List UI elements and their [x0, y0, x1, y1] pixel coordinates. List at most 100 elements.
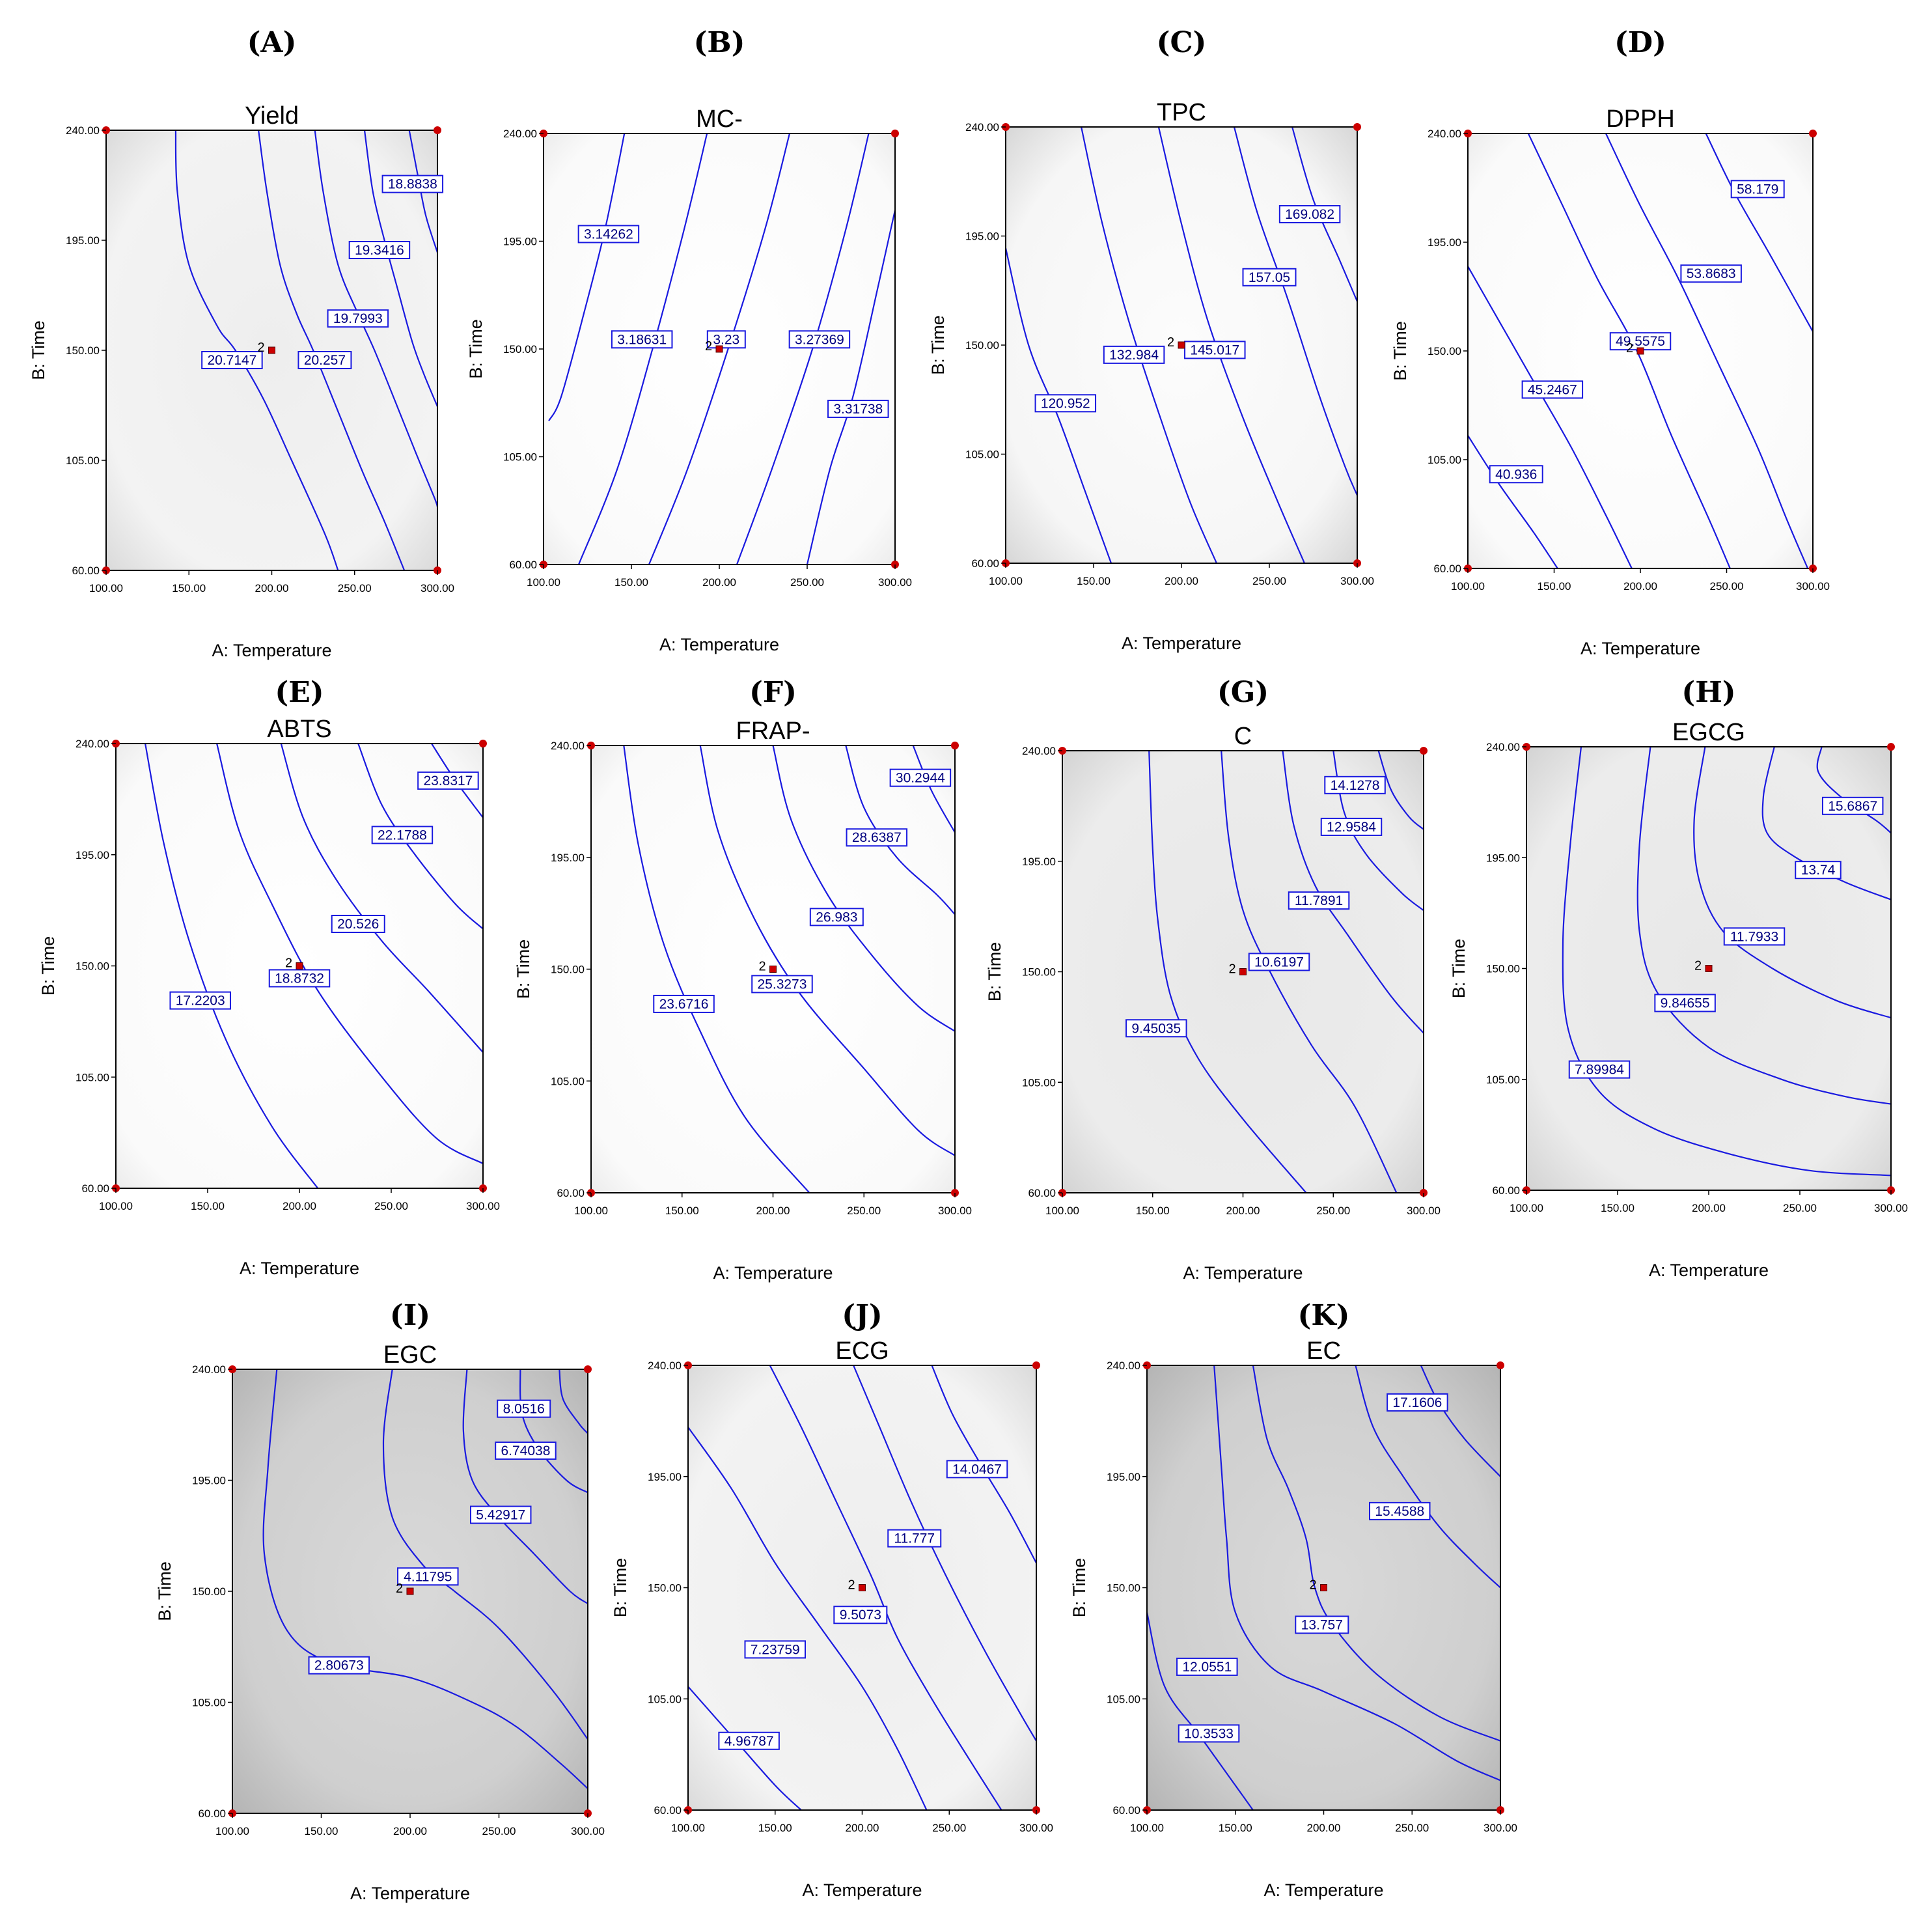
center-point-count: 2 [1167, 335, 1174, 350]
contour-label-box [268, 969, 331, 988]
y-tick-label: 195.00 [192, 1475, 226, 1487]
contour-label-text: 145.017 [1190, 342, 1239, 357]
x-tick-label: 300.00 [1796, 580, 1830, 593]
contour-label: 3.18631 [611, 330, 673, 349]
x-axis-label: A: Temperature [212, 641, 331, 660]
contour-label-box [887, 1529, 942, 1548]
y-tick-label: 150.00 [1428, 345, 1461, 357]
contour-label-text: 169.082 [1285, 207, 1334, 222]
y-tick-label: 240.00 [76, 738, 109, 750]
contour-line [1562, 747, 1891, 1177]
contour-line [280, 744, 483, 1053]
contour-line [363, 130, 437, 407]
x-tick-label: 100.00 [89, 582, 123, 594]
contour-label: 12.0551 [1176, 1657, 1238, 1676]
contour-label-box [809, 908, 864, 927]
contour-label-box [744, 1640, 806, 1659]
contour-label: 14.0467 [946, 1460, 1008, 1479]
x-tick-label: 200.00 [846, 1822, 879, 1834]
panel-letter: (F) [749, 676, 797, 709]
center-point-count: 2 [285, 956, 292, 971]
contour-label-box [201, 351, 263, 370]
x-tick-label: 150.00 [1219, 1822, 1252, 1834]
panel-mc: (B) MC- 3.14262 3.18631 3.23 3.27369 3.31738 2 1… [466, 26, 912, 654]
y-axis-label: B: Time [514, 940, 533, 999]
x-tick-label: 300.00 [421, 582, 454, 594]
contour-label: 7.89984 [1568, 1060, 1631, 1079]
y-tick-label: 150.00 [66, 344, 100, 357]
y-axis-label: B: Time [928, 315, 948, 375]
design-point [1497, 1361, 1504, 1369]
y-axis-label: B: Time [1449, 939, 1469, 999]
y-tick-label: 105.00 [1428, 454, 1461, 466]
panel-frap: (F) FRAP- 23.6716 25.3273 26.983 28.6387 30.29… [514, 676, 972, 1283]
contour-label-box [1184, 341, 1246, 359]
contour-label-text: 13.757 [1301, 1617, 1343, 1632]
contour-label-text: 5.42917 [476, 1508, 525, 1523]
contour-label-box [1568, 1060, 1631, 1079]
contour-line [408, 130, 437, 253]
contour-line [357, 744, 483, 930]
x-tick-label: 250.00 [932, 1822, 966, 1834]
x-tick-label: 150.00 [614, 576, 648, 589]
contour-label: 145.017 [1184, 341, 1246, 359]
x-tick-label: 200.00 [1165, 575, 1198, 587]
center-point [715, 345, 723, 353]
contour-label-text: 120.952 [1041, 396, 1090, 411]
y-tick-label: 60.00 [81, 1182, 109, 1195]
contour-label: 18.8838 [381, 174, 444, 193]
contour-label-text: 3.18631 [617, 332, 667, 347]
panel-letter: (D) [1614, 26, 1666, 59]
contour-line [1420, 1365, 1500, 1477]
contour-label: 15.6867 [1821, 796, 1884, 815]
panel-abts: (E) ABTS 17.2203 18.8732 20.526 22.1788 23.831… [38, 676, 500, 1278]
contour-line [314, 130, 437, 507]
contour-label-text: 20.7147 [207, 353, 256, 368]
contour-label-text: 9.84655 [1661, 996, 1710, 1011]
y-axis-label: B: Time [1070, 1558, 1089, 1618]
y-tick-label: 240.00 [66, 124, 100, 137]
center-point-count: 2 [1694, 959, 1702, 973]
design-point [1809, 130, 1817, 137]
y-tick-label: 195.00 [1428, 236, 1461, 249]
chart-title: ABTS [267, 716, 331, 743]
y-tick-label: 195.00 [965, 230, 999, 243]
panel-ecg: (J) ECG 4.96787 7.23759 9.5073 11.777 14.0467 2… [611, 1299, 1053, 1900]
contour-line [559, 1369, 588, 1434]
panel-letter: (C) [1157, 26, 1207, 59]
contour-label: 45.2467 [1521, 380, 1584, 399]
y-tick-label: 240.00 [1428, 128, 1461, 140]
x-tick-label: 250.00 [1316, 1205, 1350, 1217]
contour-label: 22.1788 [371, 826, 434, 844]
contour-label-text: 17.1606 [1392, 1395, 1442, 1410]
contour-label-box [1103, 345, 1165, 364]
contour-label: 20.7147 [201, 351, 263, 370]
contour-label: 11.7933 [1723, 927, 1786, 946]
contour-label: 26.983 [809, 908, 864, 927]
y-tick-label: 150.00 [965, 339, 999, 352]
x-tick-label: 200.00 [393, 1825, 427, 1837]
y-tick-label: 105.00 [66, 454, 100, 467]
x-tick-label: 300.00 [466, 1200, 500, 1212]
contour-label-box [1248, 953, 1310, 971]
contour-label: 14.1278 [1324, 775, 1386, 794]
contour-lines [688, 1365, 1036, 1810]
x-axis-label: A: Temperature [713, 1263, 833, 1283]
y-tick-label: 105.00 [1022, 1076, 1056, 1089]
contour-line [736, 133, 870, 565]
chart-title: MC- [696, 105, 743, 133]
panel-letter: (A) [247, 26, 297, 59]
contour-label: 9.45035 [1125, 1019, 1187, 1038]
contour-label-box [1387, 1393, 1448, 1412]
contour-label-text: 49.5575 [1616, 334, 1665, 349]
contour-label-text: 15.6867 [1828, 799, 1877, 814]
contour-label-box [495, 1442, 557, 1460]
center-point-count: 2 [848, 1578, 855, 1593]
contour-label-text: 4.11795 [404, 1569, 452, 1584]
x-tick-label: 300.00 [1019, 1822, 1053, 1834]
x-tick-label: 300.00 [571, 1825, 605, 1837]
contour-label-box [469, 1505, 532, 1524]
contour-label: 19.3416 [348, 241, 411, 260]
panel-letter: (H) [1681, 676, 1735, 709]
